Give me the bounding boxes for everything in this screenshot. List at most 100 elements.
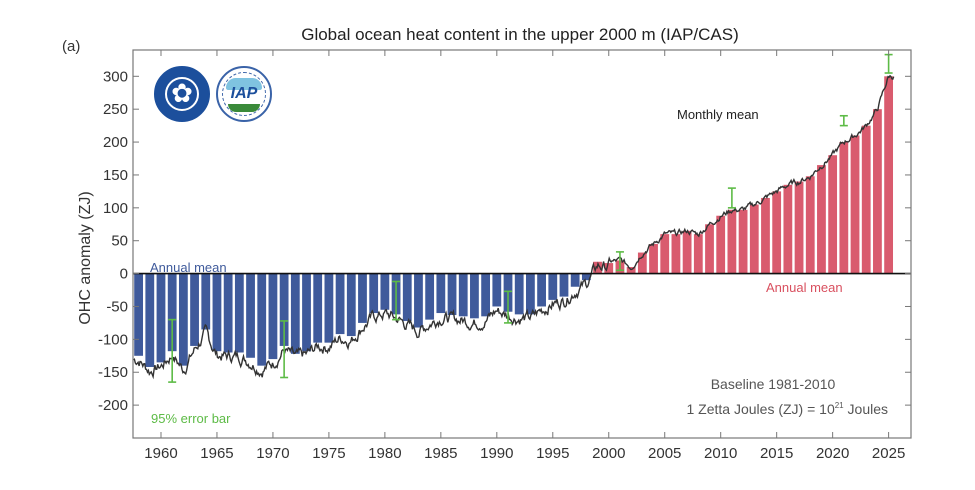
iap-logo-text: IAP	[230, 85, 258, 102]
bar-1975	[324, 273, 334, 343]
y-tick-label--100: -100	[98, 331, 128, 348]
bar-1995	[548, 273, 558, 300]
x-tick-label-1995: 1995	[536, 445, 569, 462]
bar-2022	[850, 135, 860, 274]
x-tick-label-2005: 2005	[648, 445, 681, 462]
iap-logo-icon: IAP	[216, 66, 272, 122]
bar-2020	[828, 155, 838, 274]
bar-2010	[716, 215, 726, 274]
bar-1998	[581, 273, 591, 281]
bar-2003	[637, 252, 647, 274]
bar-1986	[447, 273, 457, 316]
bar-1978	[358, 273, 367, 323]
bar-1968	[246, 273, 255, 358]
bar-1967	[234, 273, 244, 353]
bar-2013	[749, 204, 759, 274]
bar-1994	[537, 273, 546, 307]
bar-1989	[481, 273, 491, 317]
bar-2019	[817, 165, 826, 274]
x-tick-label-2020: 2020	[816, 445, 849, 462]
bar-2005	[660, 234, 670, 274]
bar-1988	[470, 273, 479, 319]
bar-1984	[425, 273, 435, 320]
bar-1970	[268, 273, 278, 360]
y-tick-label--150: -150	[98, 364, 128, 381]
bar-2007	[682, 230, 692, 274]
bar-1961	[167, 273, 177, 352]
bar-1959	[145, 273, 155, 367]
x-tick-label-1970: 1970	[256, 445, 289, 462]
bar-1997	[570, 273, 580, 287]
y-tick-label-250: 250	[103, 101, 128, 118]
y-tick-label-50: 50	[111, 233, 128, 250]
bar-2004	[649, 244, 658, 274]
bar-2012	[738, 209, 748, 274]
chart-title: Global ocean heat content in the upper 2…	[301, 25, 739, 44]
bar-2002	[626, 267, 636, 274]
bar-1958	[134, 273, 143, 356]
bar-1976	[335, 273, 345, 335]
bar-1996	[559, 273, 569, 297]
cas-logo-icon: ✿	[154, 66, 210, 122]
bar-1977	[346, 273, 356, 337]
bar-1990	[492, 273, 502, 307]
bar-2017	[794, 181, 804, 274]
bar-2018	[805, 176, 815, 274]
units-suffix: Joules	[844, 401, 888, 417]
units-prefix: 1 Zetta Joules (ZJ) = 10	[687, 401, 835, 417]
bar-1962	[178, 273, 188, 366]
y-tick-label-200: 200	[103, 134, 128, 151]
y-tick-label-300: 300	[103, 68, 128, 85]
bar-2021	[839, 142, 849, 274]
bar-1965	[212, 273, 222, 352]
bar-2011	[727, 209, 737, 274]
flower-icon: ✿	[171, 79, 193, 109]
bar-2009	[705, 224, 714, 274]
x-tick-label-1965: 1965	[200, 445, 233, 462]
error-bar-label: 95% error bar	[151, 411, 231, 426]
bar-1987	[458, 273, 468, 317]
error-bars-group	[168, 53, 893, 383]
y-axis-label: OHC anomaly (ZJ)	[77, 191, 94, 324]
bar-2023	[861, 125, 871, 274]
bar-1964	[201, 273, 211, 330]
x-axis: 1960 1965 1970 1975 1980 1985 1990 1995 2000 2005…	[144, 50, 905, 462]
monthly-mean-line	[133, 74, 895, 380]
x-tick-label-2025: 2025	[872, 445, 905, 462]
y-tick-label-100: 100	[103, 200, 128, 217]
bar-1993	[525, 273, 535, 315]
bar-1960	[156, 273, 166, 363]
bar-1980	[380, 273, 390, 310]
bar-2024	[873, 109, 882, 274]
iap-logo-ring	[222, 72, 266, 116]
bar-2000	[604, 263, 614, 274]
units-exponent: 21	[835, 401, 844, 410]
bar-1982	[402, 273, 412, 321]
bar-2016	[783, 184, 793, 274]
baseline-label: Baseline 1981-2010	[711, 376, 836, 392]
bar-1972	[290, 273, 300, 354]
iap-logo-sky	[226, 78, 262, 90]
annual-mean-neg-label: Annual mean	[150, 260, 227, 275]
plot-frame	[132, 49, 912, 439]
bar-2006	[671, 234, 681, 274]
bar-2008	[693, 234, 703, 274]
bar-1992	[514, 273, 524, 315]
y-tick-label-0: 0	[120, 266, 128, 283]
bar-1963	[190, 273, 199, 346]
annual-mean-pos-label: Annual mean	[766, 280, 843, 295]
y-tick-label--200: -200	[98, 397, 128, 414]
bar-1971	[279, 273, 289, 346]
x-tick-label-2015: 2015	[760, 445, 793, 462]
bar-2014	[761, 197, 770, 274]
x-tick-label-1960: 1960	[144, 445, 177, 462]
bar-1969	[257, 273, 267, 366]
bar-1983	[414, 273, 423, 328]
iap-logo-land	[228, 104, 260, 112]
bar-1979	[369, 273, 379, 314]
bar-1974	[313, 273, 323, 343]
x-tick-label-1980: 1980	[368, 445, 401, 462]
bar-1985	[436, 273, 446, 314]
y-tick-label-150: 150	[103, 167, 128, 184]
